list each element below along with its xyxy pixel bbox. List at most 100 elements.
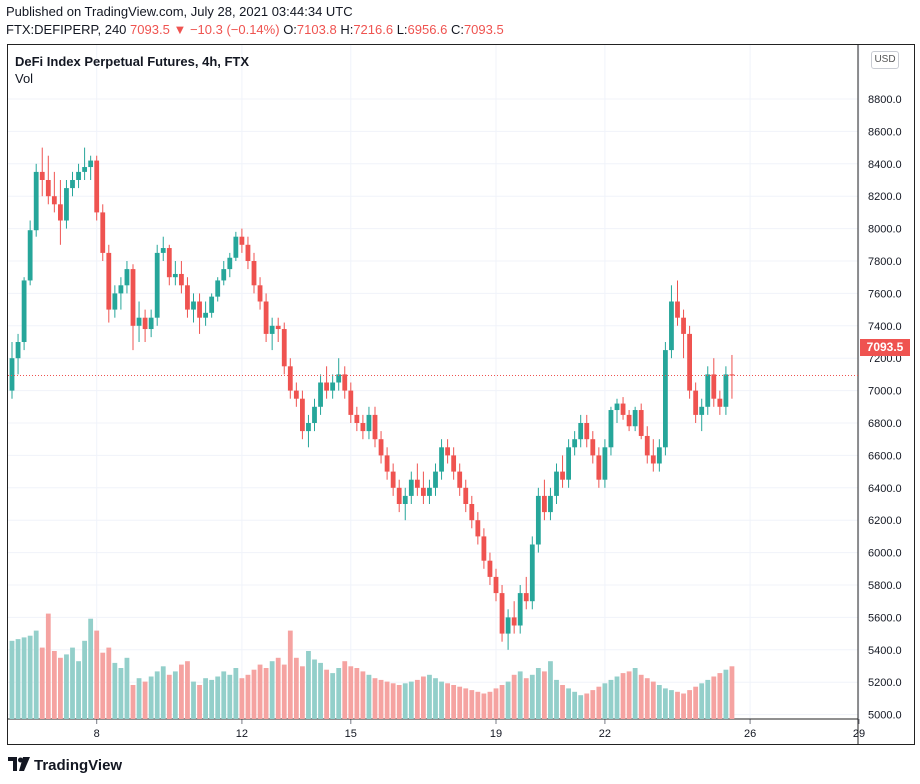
volume-bar	[542, 671, 547, 719]
chart-title: DeFi Index Perpetual Futures, 4h, FTX	[15, 54, 250, 69]
candle-body	[517, 593, 523, 626]
volume-bar	[445, 683, 450, 719]
close-value: 7093.5	[463, 22, 504, 37]
volume-bar	[142, 681, 148, 719]
volume-bar	[578, 695, 584, 719]
volume-bar	[263, 668, 269, 719]
candle-body	[142, 317, 148, 330]
candle-body	[33, 171, 39, 231]
volume-bar	[275, 657, 281, 719]
candle-body	[638, 410, 644, 436]
change-value: −10.3 (−0.14%)	[189, 22, 280, 37]
chart-frame[interactable]	[7, 44, 915, 745]
candle-body	[112, 293, 118, 310]
candle-body	[620, 403, 626, 415]
y-tick-label: 5600.0	[868, 612, 902, 624]
candle-body	[275, 325, 281, 330]
candle-body	[663, 350, 668, 448]
volume-bar	[179, 664, 184, 719]
y-tick-label: 8400.0	[868, 159, 902, 171]
volume-bar	[354, 668, 360, 719]
candle-body	[306, 423, 311, 432]
volume-bar	[70, 647, 75, 719]
volume-bar	[197, 685, 202, 719]
candle-body	[324, 382, 329, 391]
volume-bar	[251, 669, 257, 719]
volume-bar	[21, 637, 27, 719]
volume-bar	[699, 683, 705, 719]
y-tick-label: 8000.0	[868, 224, 902, 236]
volume-bar	[650, 681, 656, 719]
current-price-tag: 7093.5	[860, 339, 910, 356]
candle-body	[251, 261, 257, 286]
candle-body	[590, 439, 596, 456]
symbol-label: FTX:DEFIPERP, 240	[6, 22, 127, 37]
close-label: C:	[450, 22, 464, 37]
y-tick-label: 7000.0	[868, 386, 902, 398]
change-arrow-icon: ▼	[173, 22, 187, 37]
y-tick-label: 5800.0	[868, 580, 902, 592]
candle-body	[269, 325, 275, 334]
candle-body	[372, 414, 378, 440]
candle-body	[626, 414, 632, 427]
volume-bar	[9, 640, 15, 719]
candle-body	[669, 301, 674, 351]
volume-bar	[475, 691, 481, 719]
candle-body	[699, 406, 705, 415]
candle-body	[106, 252, 112, 310]
volume-bar	[402, 683, 408, 719]
volume-bar	[517, 671, 523, 719]
volume-bar	[414, 679, 420, 719]
volume-bar	[106, 647, 112, 719]
currency-badge[interactable]: USD	[871, 51, 899, 69]
candle-body	[378, 439, 384, 456]
candle-body	[154, 252, 160, 318]
candle-body	[166, 248, 172, 278]
candle-body	[221, 269, 227, 281]
candle-body	[644, 435, 650, 456]
candle-body	[705, 374, 711, 407]
x-tick-label: 12	[236, 728, 248, 740]
volume-bar	[505, 681, 511, 719]
volume-bar	[148, 676, 154, 719]
volume-bar	[348, 666, 354, 719]
candle-body	[548, 495, 553, 513]
volume-bar	[529, 674, 535, 719]
candle-body	[681, 317, 686, 334]
candle-body	[650, 455, 656, 464]
candle-body	[239, 236, 245, 245]
brand-name: TradingView	[34, 757, 123, 774]
volume-bar	[203, 678, 208, 719]
low-value: 6956.6	[407, 22, 448, 37]
candle-body	[136, 317, 142, 326]
x-tick-label: 19	[490, 728, 502, 740]
volume-bar	[191, 681, 196, 719]
candle-body	[82, 167, 87, 172]
volume-bar	[94, 630, 100, 719]
ohlc-line: FTX:DEFIPERP, 240 7093.5 ▼ −10.3 (−0.14%…	[6, 22, 504, 37]
candle-body	[729, 374, 735, 376]
candle-body	[578, 423, 584, 440]
volume-bar	[390, 683, 396, 719]
volume-bar	[245, 674, 251, 719]
footer-brand[interactable]: TradingView	[8, 757, 122, 775]
volume-bar	[481, 693, 487, 719]
volume-bar	[215, 676, 221, 719]
volume-bar	[269, 661, 275, 719]
candle-body	[148, 317, 154, 330]
tradingview-logo-icon	[8, 757, 30, 775]
y-tick-label: 7400.0	[868, 321, 902, 333]
y-tick-label: 5200.0	[868, 677, 902, 689]
y-tick-label: 6400.0	[868, 483, 902, 495]
volume-bar	[136, 678, 142, 719]
candle-body	[312, 406, 317, 423]
y-tick-label: 7200.0	[868, 353, 902, 365]
volume-bar	[100, 652, 106, 719]
candle-body	[100, 212, 106, 253]
volume-bar	[608, 679, 614, 719]
volume-bar	[396, 685, 402, 719]
volume-bar	[457, 686, 463, 719]
volume-bar	[233, 668, 239, 719]
volume-bar	[330, 673, 336, 719]
